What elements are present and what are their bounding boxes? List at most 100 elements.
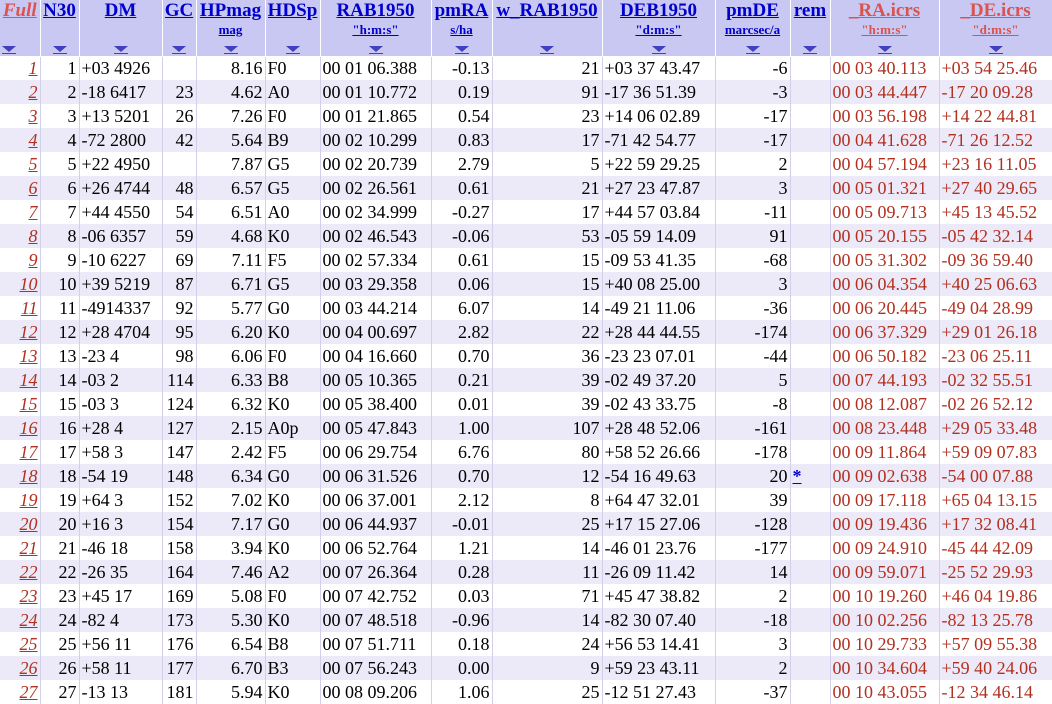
col-header-pmde[interactable]: pmDE marcsec/a xyxy=(715,0,791,57)
full-cell: 26 xyxy=(0,656,41,680)
sort-icon[interactable] xyxy=(988,45,1003,54)
full-link[interactable]: 22 xyxy=(19,561,38,582)
full-link[interactable]: 16 xyxy=(19,417,38,438)
table-row: 20 20 +16 3 154 7.17 G0 00 06 44.937 -0.01 25 +17… xyxy=(0,512,1052,536)
hpmag-cell: 4.68 xyxy=(196,224,266,248)
dm-cell: +58 3 xyxy=(79,440,163,464)
gc-cell: 127 xyxy=(162,416,197,440)
full-link[interactable]: 6 xyxy=(28,177,38,198)
de-icrs-cell: +03 54 25.46 xyxy=(939,56,1052,80)
ra-icrs-cell: 00 05 20.155 xyxy=(830,224,940,248)
pmra-cell: -0.06 xyxy=(431,224,493,248)
sort-icon[interactable] xyxy=(285,45,300,54)
pmde-cell: 5 xyxy=(715,368,791,392)
col-header-dm[interactable]: DM xyxy=(79,0,163,57)
full-link[interactable]: 14 xyxy=(19,369,38,390)
col-header-rem[interactable]: rem xyxy=(790,0,831,57)
full-link[interactable]: 7 xyxy=(28,201,38,222)
pmde-cell: -8 xyxy=(715,392,791,416)
table-row: 19 19 +64 3 152 7.02 K0 00 06 37.001 2.12 8 +64 4… xyxy=(0,488,1052,512)
deb1950-cell: -49 21 11.06 xyxy=(602,296,716,320)
rem-cell xyxy=(790,128,831,152)
rab1950-cell: 00 02 57.334 xyxy=(320,248,432,272)
sort-icon[interactable] xyxy=(2,45,16,54)
col-header-de-icrs[interactable]: _DE.icrs "d:m:s" xyxy=(939,0,1052,57)
full-link[interactable]: 2 xyxy=(28,81,38,102)
pmra-cell: 0.06 xyxy=(431,272,493,296)
sort-icon[interactable] xyxy=(113,45,128,54)
hdsp-cell: F0 xyxy=(265,104,321,128)
sort-icon[interactable] xyxy=(52,45,67,54)
sort-icon[interactable] xyxy=(651,45,666,54)
pmde-cell: -161 xyxy=(715,416,791,440)
table-row: 6 6 +26 4744 48 6.57 G5 00 02 26.561 0.61 21 +27 … xyxy=(0,176,1052,200)
full-link[interactable]: 27 xyxy=(19,681,38,702)
full-link[interactable]: 17 xyxy=(19,441,38,462)
col-header-hdsp[interactable]: HDSp xyxy=(265,0,321,57)
de-icrs-cell: -71 26 12.52 xyxy=(939,128,1052,152)
sort-icon[interactable] xyxy=(803,45,817,54)
hpmag-cell: 7.46 xyxy=(196,560,266,584)
de-icrs-cell: -23 06 25.11 xyxy=(939,344,1052,368)
gc-cell: 124 xyxy=(162,392,197,416)
hpmag-cell: 6.06 xyxy=(196,344,266,368)
full-link[interactable]: 21 xyxy=(19,537,38,558)
pmde-cell: -177 xyxy=(715,536,791,560)
full-link[interactable]: 8 xyxy=(28,225,38,246)
rab1950-cell: 00 02 26.561 xyxy=(320,176,432,200)
full-link[interactable]: 4 xyxy=(28,129,38,150)
col-header-rab1950[interactable]: RAB1950 "h:m:s" xyxy=(320,0,432,57)
full-link[interactable]: 9 xyxy=(28,249,38,270)
sort-icon[interactable] xyxy=(745,45,760,54)
full-link[interactable]: 5 xyxy=(28,153,38,174)
col-header-pmra[interactable]: pmRA s/ha xyxy=(431,0,493,57)
rem-cell xyxy=(790,200,831,224)
hpmag-cell: 6.71 xyxy=(196,272,266,296)
full-link[interactable]: 24 xyxy=(19,609,38,630)
full-link[interactable]: 18 xyxy=(19,465,38,486)
ra-icrs-cell: 00 04 41.628 xyxy=(830,128,940,152)
full-link[interactable]: 12 xyxy=(19,321,38,342)
full-link[interactable]: 15 xyxy=(19,393,38,414)
hpmag-cell: 3.94 xyxy=(196,536,266,560)
hdsp-cell: F0 xyxy=(265,56,321,80)
col-header-ra-icrs[interactable]: _RA.icrs "h:m:s" xyxy=(830,0,940,57)
n30-cell: 20 xyxy=(40,512,80,536)
de-icrs-cell: -49 04 28.99 xyxy=(939,296,1052,320)
rem-cell xyxy=(790,488,831,512)
col-header-full[interactable]: Full xyxy=(0,0,41,57)
rem-cell xyxy=(790,344,831,368)
hpmag-cell: 7.11 xyxy=(196,248,266,272)
col-header-w-rab1950[interactable]: w_RAB1950 xyxy=(492,0,603,57)
gc-cell: 54 xyxy=(162,200,197,224)
hdsp-cell: K0 xyxy=(265,680,321,704)
sort-icon[interactable] xyxy=(172,45,186,54)
full-link[interactable]: 3 xyxy=(28,105,38,126)
sort-icon[interactable] xyxy=(877,45,892,54)
sort-icon[interactable] xyxy=(223,45,238,54)
n30-cell: 23 xyxy=(40,584,80,608)
full-link[interactable]: 19 xyxy=(19,489,38,510)
dm-cell: -4914337 xyxy=(79,296,163,320)
full-link[interactable]: 20 xyxy=(19,513,38,534)
full-link[interactable]: 25 xyxy=(19,633,38,654)
w-rab1950-cell: 80 xyxy=(492,440,603,464)
sort-icon[interactable] xyxy=(368,45,383,54)
full-link[interactable]: 26 xyxy=(19,657,38,678)
full-link[interactable]: 11 xyxy=(20,297,38,318)
col-header-deb1950[interactable]: DEB1950 "d:m:s" xyxy=(602,0,716,57)
header-row: Full N30 DM GC HPmag mag HDSp RAB1950 "h:m… xyxy=(0,0,1052,57)
full-link[interactable]: 13 xyxy=(19,345,38,366)
col-header-gc[interactable]: GC xyxy=(162,0,197,57)
full-link[interactable]: 23 xyxy=(19,585,38,606)
col-header-hpmag[interactable]: HPmag mag xyxy=(196,0,266,57)
rab1950-cell: 00 03 29.358 xyxy=(320,272,432,296)
rem-cell xyxy=(790,440,831,464)
col-header-n30[interactable]: N30 xyxy=(40,0,80,57)
full-link[interactable]: 1 xyxy=(28,57,38,78)
sort-icon[interactable] xyxy=(540,45,554,54)
gc-cell: 176 xyxy=(162,632,197,656)
rem-link[interactable]: * xyxy=(792,465,802,486)
full-link[interactable]: 10 xyxy=(19,273,38,294)
sort-icon[interactable] xyxy=(454,45,469,54)
